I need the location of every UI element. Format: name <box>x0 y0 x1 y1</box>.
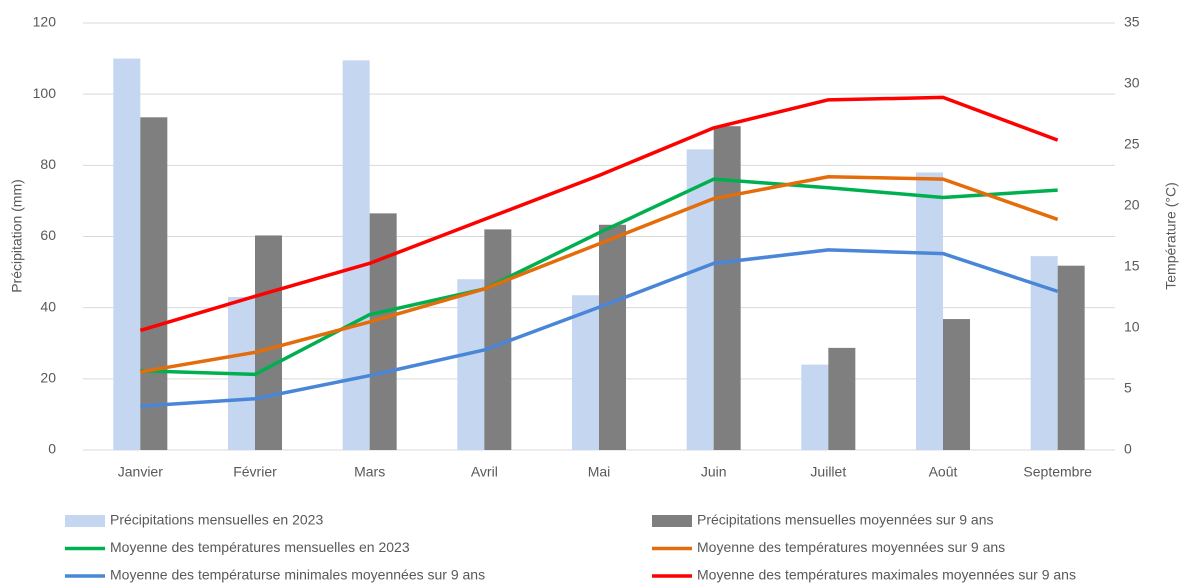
bar <box>686 149 714 450</box>
bar <box>140 117 168 450</box>
legend-label: Moyenne des températures mensuelles en 2… <box>110 539 410 555</box>
bar <box>457 279 485 450</box>
line <box>140 174 1059 374</box>
legend-label: Moyenne des températurse minimales moyen… <box>110 567 485 583</box>
x-tick-label: Mai <box>588 464 611 480</box>
x-tick-label: Mars <box>354 464 385 480</box>
x-tick-label: Janvier <box>118 464 163 480</box>
y2-tick-label: 10 <box>1124 319 1140 335</box>
bar <box>484 229 512 450</box>
legend-label: Précipitations mensuelles en 2023 <box>110 512 323 528</box>
y2-tick-label: 0 <box>1124 441 1132 457</box>
y-tick-label: 20 <box>40 370 56 386</box>
bar <box>369 213 397 450</box>
legend-swatch <box>652 515 692 527</box>
bar <box>342 60 370 451</box>
x-tick-label: Septembre <box>1023 464 1092 480</box>
y2-tick-label: 30 <box>1124 75 1140 91</box>
y-tick-label: 40 <box>40 298 56 314</box>
bar <box>916 172 943 450</box>
line <box>140 177 1058 377</box>
bar <box>828 347 856 450</box>
x-tick-label: Avril <box>471 464 498 480</box>
legend-swatch <box>65 515 105 527</box>
line <box>140 248 1059 408</box>
x-tick-label: Août <box>929 464 958 480</box>
x-tick-label: Juin <box>701 464 727 480</box>
bar <box>943 319 970 450</box>
y-tick-label: 100 <box>33 85 57 101</box>
bar <box>572 295 599 450</box>
y-tick-label: 0 <box>48 441 56 457</box>
line <box>139 95 1059 333</box>
y2-tick-label: 35 <box>1124 14 1140 30</box>
y-tick-label: 120 <box>33 14 57 30</box>
y2-tick-label: 5 <box>1124 380 1132 396</box>
x-tick-label: Juillet <box>810 464 846 480</box>
y-tick-label: 60 <box>40 227 56 243</box>
bar <box>255 235 282 450</box>
bar <box>801 364 829 450</box>
bar <box>1057 265 1085 450</box>
bar <box>713 126 741 451</box>
bar <box>599 224 626 450</box>
x-tick-label: Février <box>233 464 277 480</box>
y-tick-label: 80 <box>40 156 56 172</box>
y-axis-label: Précipitation (mm) <box>9 179 25 293</box>
legend-label: Moyenne des températures moyennées sur 9… <box>697 539 1005 555</box>
legend-label: Précipitations mensuelles moyennées sur … <box>697 512 994 528</box>
bar <box>113 58 141 450</box>
y2-tick-label: 25 <box>1124 136 1140 152</box>
y2-tick-label: 20 <box>1124 197 1140 213</box>
y2-axis-label: Température (°C) <box>1163 182 1179 290</box>
y2-tick-label: 15 <box>1124 258 1140 274</box>
legend-label: Moyenne des températures maximales moyen… <box>697 567 1076 583</box>
